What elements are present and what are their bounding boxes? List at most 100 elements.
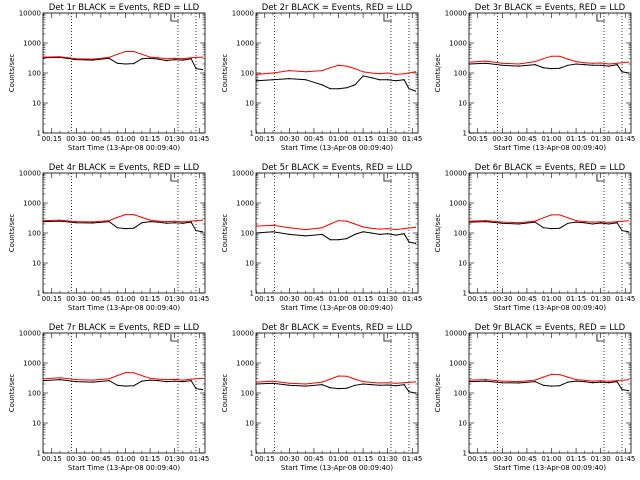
data-point: [157, 378, 159, 380]
data-point: [534, 379, 536, 381]
x-tick-label: 00:15: [255, 135, 275, 143]
data-point: [627, 61, 630, 63]
chart-title: Det 2r BLACK = Events, RED = LLD: [262, 3, 413, 13]
data-point: [149, 56, 151, 58]
panel-det-7: Det 7r BLACK = Events, RED = LLD 1 10 100 10…: [8, 323, 209, 472]
x-tick-label: 00:30: [66, 455, 86, 463]
data-point: [174, 380, 176, 382]
series-line-lld: [469, 373, 629, 383]
x-axis-label: Start Time (13-Apr-08 00:09:40): [281, 304, 393, 312]
data-point: [542, 67, 544, 69]
data-point: [501, 221, 503, 223]
y-tick-label: 10: [245, 100, 254, 108]
chart-title: Det 1r BLACK = Events, RED = LLD: [49, 3, 200, 13]
y-tick-label: 1000: [236, 360, 254, 368]
series-line-events: [43, 379, 203, 391]
plot-frame: [255, 12, 419, 134]
y-tick-label: 100: [28, 230, 41, 238]
data-point: [59, 377, 61, 379]
y-tick-label: 10: [458, 260, 467, 268]
x-tick-label: 00:15: [42, 135, 62, 143]
data-point: [182, 379, 184, 381]
series-line-events: [256, 382, 416, 394]
data-point: [387, 72, 389, 74]
data-point: [608, 221, 610, 223]
data-point: [190, 58, 192, 60]
x-tick-label: 01:45: [402, 455, 422, 463]
x-tick-label: 00:15: [468, 455, 488, 463]
x-tick-label: 01:45: [189, 295, 209, 303]
x-axis-label: Start Time (13-Apr-08 00:09:40): [281, 464, 393, 472]
data-point: [165, 221, 168, 223]
data-point: [116, 53, 118, 55]
x-tick-label: 01:15: [566, 295, 586, 303]
y-tick-label: 10000: [445, 330, 467, 338]
x-tick-label: 00:45: [304, 455, 324, 463]
data-point: [329, 378, 331, 380]
data-point: [321, 233, 323, 235]
data-point: [124, 214, 127, 216]
data-point: [92, 221, 94, 223]
x-tick-label: 01:30: [378, 295, 398, 303]
data-point: [559, 214, 561, 216]
data-point: [346, 220, 348, 222]
data-point: [403, 73, 405, 75]
data-point: [141, 53, 143, 55]
x-tick-label: 00:45: [91, 455, 111, 463]
x-tick-label: 00:45: [304, 135, 324, 143]
y-tick-label: 100: [454, 230, 467, 238]
data-point: [149, 377, 151, 379]
x-tick-label: 01:15: [353, 295, 373, 303]
data-point: [616, 222, 618, 224]
data-point: [403, 79, 405, 81]
x-tick-label: 01:30: [165, 455, 185, 463]
data-point: [468, 379, 471, 381]
data-point: [288, 78, 290, 80]
y-tick-label: 1000: [449, 40, 467, 48]
data-point: [583, 62, 585, 64]
data-point: [149, 57, 151, 59]
data-point: [108, 221, 110, 223]
data-point: [395, 229, 397, 231]
data-point: [621, 71, 623, 73]
data-point: [354, 84, 356, 86]
data-point: [370, 227, 372, 229]
x-tick-label: 00:45: [517, 455, 537, 463]
x-tick-label: 00:30: [279, 135, 299, 143]
y-axis-label: Counts/sec: [8, 214, 16, 253]
data-point: [92, 381, 94, 383]
data-point: [518, 222, 520, 224]
data-point: [124, 372, 127, 374]
data-point: [116, 375, 118, 377]
x-tick-label: 01:30: [591, 455, 611, 463]
y-tick-label: 100: [241, 230, 254, 238]
data-point: [567, 376, 569, 378]
data-point: [501, 382, 503, 384]
data-point: [133, 227, 135, 229]
data-point: [518, 63, 520, 65]
y-axis-label: Counts/sec: [434, 374, 442, 413]
data-point: [174, 222, 176, 224]
y-axis-label: Counts/sec: [221, 214, 229, 253]
data-point: [182, 222, 184, 224]
data-point: [329, 67, 331, 69]
data-point: [337, 375, 340, 377]
data-point: [133, 63, 135, 65]
x-tick-label: 01:30: [378, 455, 398, 463]
chart-title: Det 8r BLACK = Events, RED = LLD: [262, 323, 413, 333]
data-point: [346, 87, 348, 89]
data-point: [305, 79, 307, 81]
chart-title: Det 6r BLACK = Events, RED = LLD: [475, 163, 626, 173]
y-tick-label: 1: [463, 130, 467, 138]
x-tick-label: 01:00: [328, 135, 348, 143]
x-tick-label: 01:15: [140, 295, 160, 303]
data-point: [378, 384, 381, 386]
data-point: [575, 380, 577, 382]
x-tick-label: 01:45: [615, 455, 635, 463]
y-tick-label: 10: [458, 100, 467, 108]
x-tick-label: 01:00: [115, 455, 135, 463]
bracket-marker: [596, 334, 605, 342]
plot-frame: [468, 172, 632, 294]
y-axis-label: Counts/sec: [434, 214, 442, 253]
